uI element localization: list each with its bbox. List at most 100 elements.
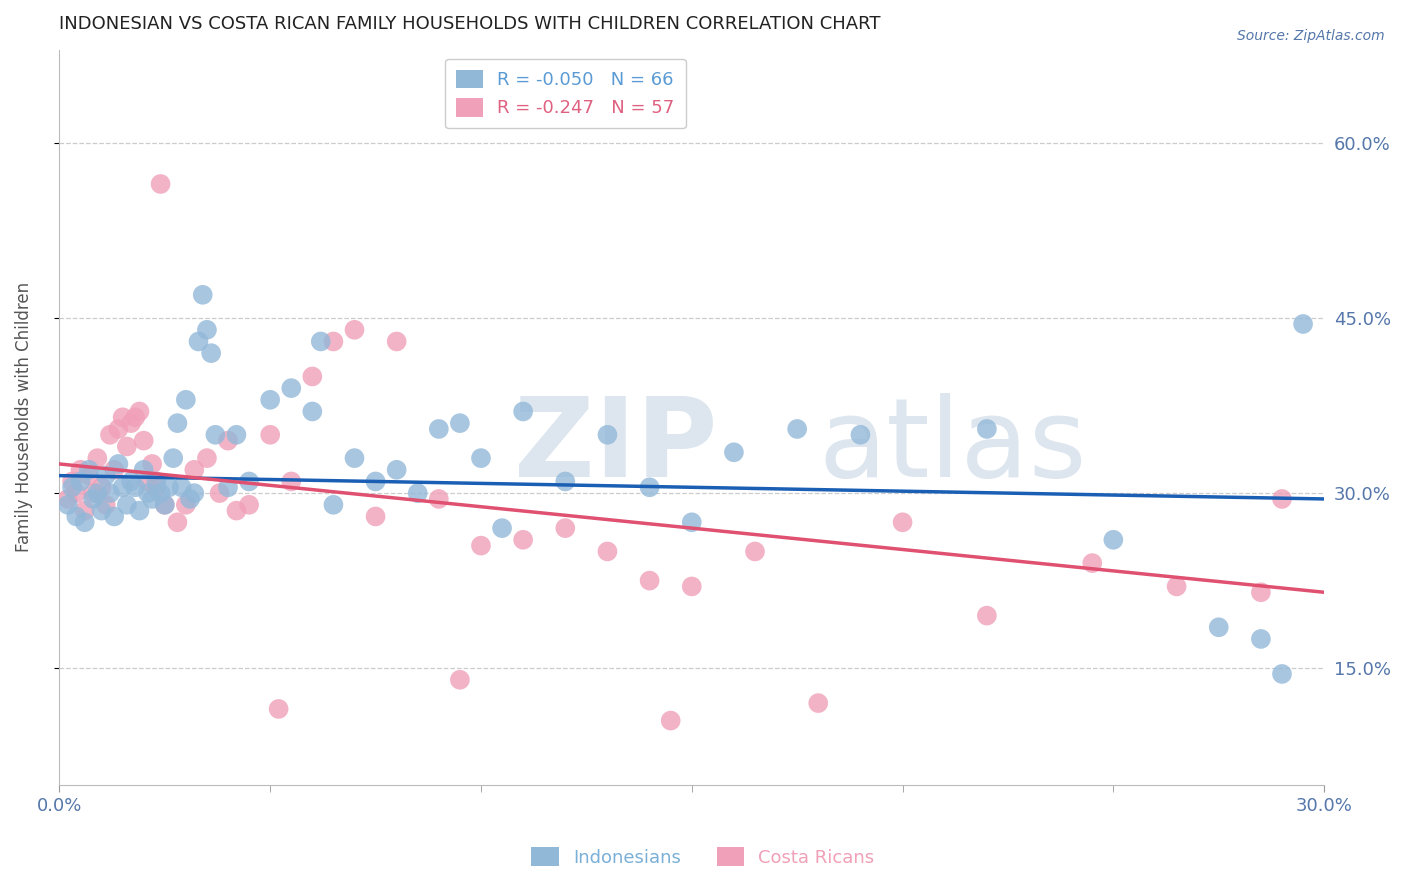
Point (976, 422, 998, 436)
Point (128, 404, 150, 418)
Point (1166, 579, 1188, 593)
Point (56, 491, 79, 506)
Point (153, 498, 176, 512)
Point (470, 539, 492, 553)
Point (191, 288, 214, 302)
Point (73, 503, 96, 517)
Point (73, 516, 96, 530)
Point (166, 416, 188, 430)
Point (149, 486, 172, 500)
Text: INDONESIAN VS COSTA RICAN FAMILY HOUSEHOLDS WITH CHILDREN CORRELATION CHART: INDONESIAN VS COSTA RICAN FAMILY HOUSEHO… (59, 15, 882, 33)
Point (427, 491, 450, 506)
Point (554, 521, 576, 535)
Point (217, 434, 239, 448)
Point (807, 696, 830, 710)
Point (120, 416, 142, 430)
Point (195, 451, 218, 466)
Point (238, 475, 260, 489)
Point (124, 480, 146, 494)
Point (103, 509, 125, 524)
Point (238, 498, 260, 512)
Point (385, 463, 408, 477)
Point (280, 381, 302, 395)
Point (470, 451, 492, 466)
Point (449, 673, 471, 687)
Point (107, 422, 129, 436)
Point (69, 475, 91, 489)
Legend: Indonesians, Costa Ricans: Indonesians, Costa Ricans (524, 840, 882, 874)
Text: Source: ZipAtlas.com: Source: ZipAtlas.com (1237, 29, 1385, 43)
Point (162, 451, 184, 466)
Point (786, 422, 808, 436)
Legend: R = -0.050   N = 66, R = -0.247   N = 57: R = -0.050 N = 66, R = -0.247 N = 57 (446, 59, 686, 128)
Point (1081, 556, 1104, 570)
Point (170, 480, 193, 494)
Point (225, 503, 247, 517)
Point (1292, 317, 1315, 331)
Point (723, 445, 745, 459)
Point (364, 509, 387, 524)
Point (60, 475, 83, 489)
Point (132, 463, 155, 477)
Point (141, 457, 163, 471)
Point (128, 503, 150, 517)
Text: atlas: atlas (818, 393, 1087, 500)
Point (449, 416, 471, 430)
Point (145, 480, 167, 494)
Point (132, 434, 155, 448)
Point (90, 503, 112, 517)
Point (124, 410, 146, 425)
Point (280, 475, 302, 489)
Y-axis label: Family Households with Children: Family Households with Children (15, 282, 32, 552)
Point (322, 498, 344, 512)
Point (86, 486, 108, 500)
Point (115, 440, 138, 454)
Point (267, 702, 290, 716)
Point (157, 480, 180, 494)
Point (86, 451, 108, 466)
Point (56, 498, 79, 512)
Point (82, 491, 104, 506)
Point (82, 486, 104, 500)
Point (217, 480, 239, 494)
Point (183, 463, 205, 477)
Point (94, 498, 117, 512)
Point (111, 480, 134, 494)
Point (136, 475, 159, 489)
Point (512, 533, 534, 547)
Point (120, 475, 142, 489)
Point (90, 480, 112, 494)
Point (60, 480, 83, 494)
Point (976, 608, 998, 623)
Point (1250, 585, 1272, 599)
Point (174, 498, 197, 512)
Point (153, 498, 176, 512)
Point (1271, 667, 1294, 681)
Point (204, 427, 226, 442)
Point (301, 369, 323, 384)
Point (681, 516, 703, 530)
Point (596, 544, 619, 558)
Point (849, 427, 872, 442)
Point (638, 480, 661, 494)
Point (69, 463, 91, 477)
Text: ZIP: ZIP (515, 393, 717, 500)
Point (427, 422, 450, 436)
Point (208, 486, 231, 500)
Point (1250, 632, 1272, 646)
Point (301, 404, 323, 418)
Point (309, 334, 332, 349)
Point (491, 521, 513, 535)
Point (554, 475, 576, 489)
Point (385, 334, 408, 349)
Point (145, 475, 167, 489)
Point (98, 486, 121, 500)
Point (1271, 491, 1294, 506)
Point (183, 486, 205, 500)
Point (195, 323, 218, 337)
Point (77, 463, 100, 477)
Point (136, 486, 159, 500)
Point (744, 544, 766, 558)
Point (115, 498, 138, 512)
Point (364, 475, 387, 489)
